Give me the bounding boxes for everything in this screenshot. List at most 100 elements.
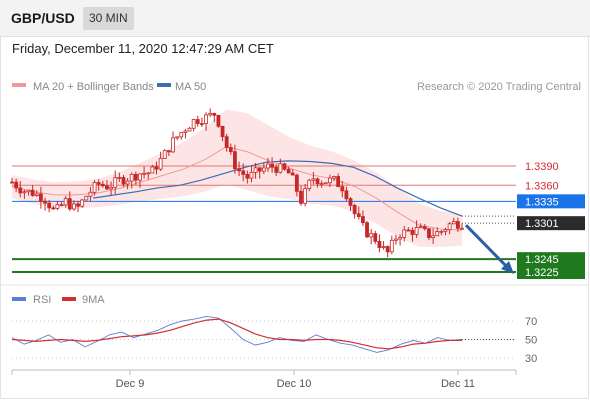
candle-body-down [224,136,229,148]
candle-body-up [171,137,175,153]
level-label-text: 1.3225 [525,267,559,279]
candle [129,172,134,189]
candle-body-up [435,231,440,237]
candle-body-up [303,188,308,204]
candle-body-down [290,172,295,176]
candle-body-down [154,166,159,170]
candle [43,197,47,211]
candle-body-up [319,183,324,185]
candle [311,172,316,185]
candle [30,185,35,197]
candle [179,131,184,140]
candle [332,175,336,182]
candle-body-down [195,119,200,124]
candle [216,114,221,128]
ma50-line [92,160,463,217]
level-label-1-3390: 1.3390 [525,161,559,173]
x-axis: Dec 9 Dec 10 Dec 11 [11,370,517,390]
candle [418,223,423,229]
candle [327,174,332,188]
candle-body-up [63,198,68,206]
candle [299,185,303,206]
candle [414,220,419,238]
candle [80,198,85,208]
candle-body-up [381,246,386,248]
level-label-box [517,216,585,231]
candle [315,177,320,188]
level-label-text: 1.3335 [525,196,559,208]
candle [105,179,109,190]
candle [96,179,101,191]
candle-body-down [422,226,427,230]
candle [336,173,341,188]
candle-body-down [385,246,390,253]
candle [257,167,262,179]
candle-body-up [327,177,332,184]
candle [117,172,122,182]
x-tick-label: Dec 11 [441,378,475,390]
candle-body-up [55,204,60,209]
candle [422,224,427,231]
candle [142,166,147,179]
forecast-arrow-shaft [464,224,510,270]
candle-body-down [245,174,250,179]
candle-body-up [72,203,76,210]
candle-body-down [352,205,357,215]
candle-body-down [105,185,109,190]
candle [253,162,258,179]
candle-body-up [92,182,97,193]
candle [204,112,208,131]
level-label-box [517,194,585,209]
candle-body-down [361,216,365,224]
candle-body-up [26,189,31,193]
candle-body-down [96,182,101,185]
level-label-box [517,265,585,279]
candle [88,187,93,202]
candle [195,115,200,127]
candle [431,228,436,244]
candle [158,151,163,171]
bollinger-band [12,109,462,247]
candle-body-down [365,222,369,238]
candle-body-down [233,151,237,170]
candle-body-up [158,158,163,170]
candle [18,181,23,198]
candle-body-up [266,163,270,169]
candle-body-up [187,127,192,132]
candle-body-up [150,166,155,174]
candle-body-down [18,187,23,194]
candle-body-up [447,223,452,231]
candle [241,163,246,182]
candle-body-up [389,239,394,253]
ma20-legend-swatch [12,83,26,87]
x-tick-label: Dec 10 [277,378,312,390]
candle [290,169,295,176]
candle-body-down [336,176,341,188]
candle [233,144,237,174]
candle-body-up [332,176,336,179]
level-label-1-3301: 1.3301 [517,216,585,231]
candle [51,205,56,210]
candle [352,203,357,219]
candle-body-down [274,166,279,173]
candle-body-up [22,191,27,194]
level-label-text: 1.3301 [525,218,559,230]
timeframe-badge[interactable]: 30 MIN [83,7,134,30]
candle-body-down [220,125,225,138]
candle [266,157,270,172]
candle-body-up [443,229,448,232]
candle [200,117,204,128]
top-bar: GBP/USD 30 MIN [0,0,590,37]
candle [435,227,440,237]
candle [373,230,378,244]
candle-body-down [299,190,303,204]
candle-body-down [241,170,246,175]
candle-body-up [125,180,130,185]
candle [22,189,27,199]
candle-body-down [100,183,105,187]
candle-body-down [286,168,291,174]
candle [76,200,80,213]
candle-body-down [133,173,138,181]
rsi-line [11,315,463,353]
x-tick-label: Dec 9 [116,378,145,390]
